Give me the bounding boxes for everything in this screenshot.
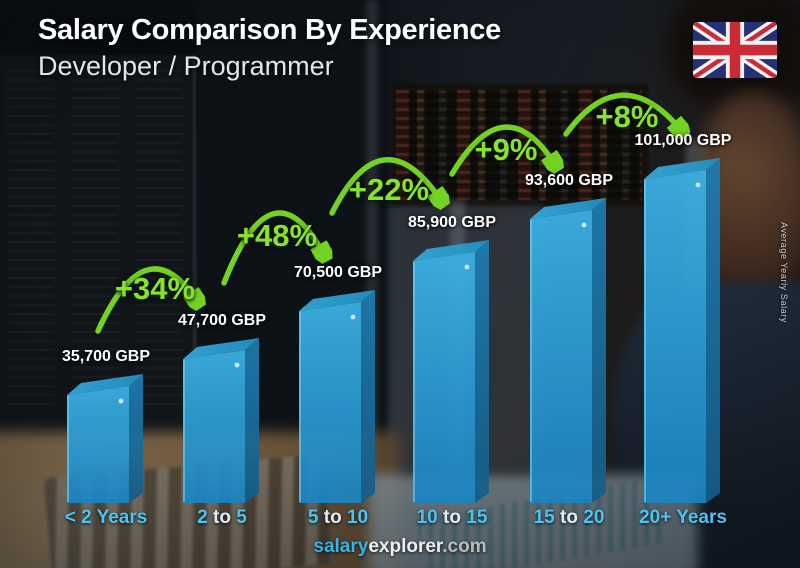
- category-text: 5: [236, 507, 247, 528]
- bar-face: [592, 198, 606, 503]
- category-text: 20+ Years: [639, 507, 727, 528]
- bar-face: [67, 374, 143, 395]
- bar-face: [644, 170, 706, 503]
- bar-face: [299, 290, 375, 311]
- bar-highlight-dot: [695, 182, 701, 188]
- bar-category-label: 5 to 10: [308, 507, 368, 529]
- increase-badge-5: +8%: [595, 99, 659, 134]
- category-text: 2: [197, 507, 208, 528]
- increase-badge-3: +22%: [348, 172, 430, 207]
- background-code-lines-left: [8, 70, 188, 410]
- category-text: to: [207, 507, 237, 528]
- category-text: < 2 Years: [64, 507, 148, 528]
- bar-highlight-dot: [118, 398, 124, 404]
- bar-face: [706, 158, 720, 503]
- bar-value-label: 93,600 GBP: [524, 172, 614, 189]
- bar-category-label: 15 to 20: [534, 507, 605, 529]
- bar-value-label: 47,700 GBP: [177, 312, 267, 329]
- bar-face: [475, 240, 489, 503]
- increase-badge-4: +9%: [474, 132, 538, 167]
- category-text: 15: [466, 507, 488, 528]
- background-monitor-left: [0, 55, 196, 435]
- brand-link[interactable]: salaryexplorer.com: [313, 536, 486, 558]
- page-title: Salary Comparison By Experience: [38, 14, 501, 46]
- category-text: to: [437, 507, 467, 528]
- bar-face: [129, 374, 143, 503]
- bar-face: [530, 198, 606, 219]
- bar-face: [361, 290, 375, 503]
- bar-category-label: < 2 Years: [65, 507, 148, 529]
- bar-face: [413, 240, 489, 261]
- bar-highlight-dot: [464, 264, 470, 270]
- page-subtitle: Developer / Programmer: [38, 51, 334, 81]
- increase-badge-2: +48%: [236, 218, 318, 253]
- bar-value-label: 85,900 GBP: [407, 214, 497, 231]
- bar-category-label: 10 to 15: [417, 507, 488, 529]
- category-text: 20: [583, 507, 605, 528]
- uk-flag-icon: [693, 22, 777, 78]
- bar-face: [413, 252, 475, 503]
- bar-highlight-dot: [234, 362, 240, 368]
- bar-category-label: 2 to 5: [197, 507, 247, 529]
- bar-face: [67, 386, 129, 503]
- category-text: 10: [346, 507, 369, 528]
- category-text: 15: [533, 507, 555, 528]
- y-axis-label: Average Yearly Salary: [779, 222, 789, 323]
- bar-face: [183, 338, 259, 359]
- bar-face: [644, 158, 720, 179]
- brand-explorer: explorer: [368, 536, 443, 557]
- bar-category-label: 20+ Years: [639, 507, 727, 529]
- category-text: to: [318, 507, 347, 528]
- bar-face: [530, 210, 592, 503]
- bar-highlight-dot: [581, 222, 587, 228]
- bar-value-label: 35,700 GBP: [61, 348, 151, 365]
- bar-highlight-dot: [350, 314, 356, 320]
- bar-value-label: 70,500 GBP: [293, 264, 383, 281]
- brand-salary: salary: [313, 536, 369, 557]
- bar-face: [245, 338, 259, 503]
- increase-badge-1: +34%: [114, 271, 196, 306]
- category-text: 5: [307, 507, 319, 528]
- brand-domain: .com: [442, 536, 487, 557]
- category-text: 10: [416, 507, 438, 528]
- bar-value-label: 101,000 GBP: [634, 132, 732, 149]
- bar-face: [183, 350, 245, 503]
- bar-face: [299, 302, 361, 503]
- category-text: to: [554, 507, 584, 528]
